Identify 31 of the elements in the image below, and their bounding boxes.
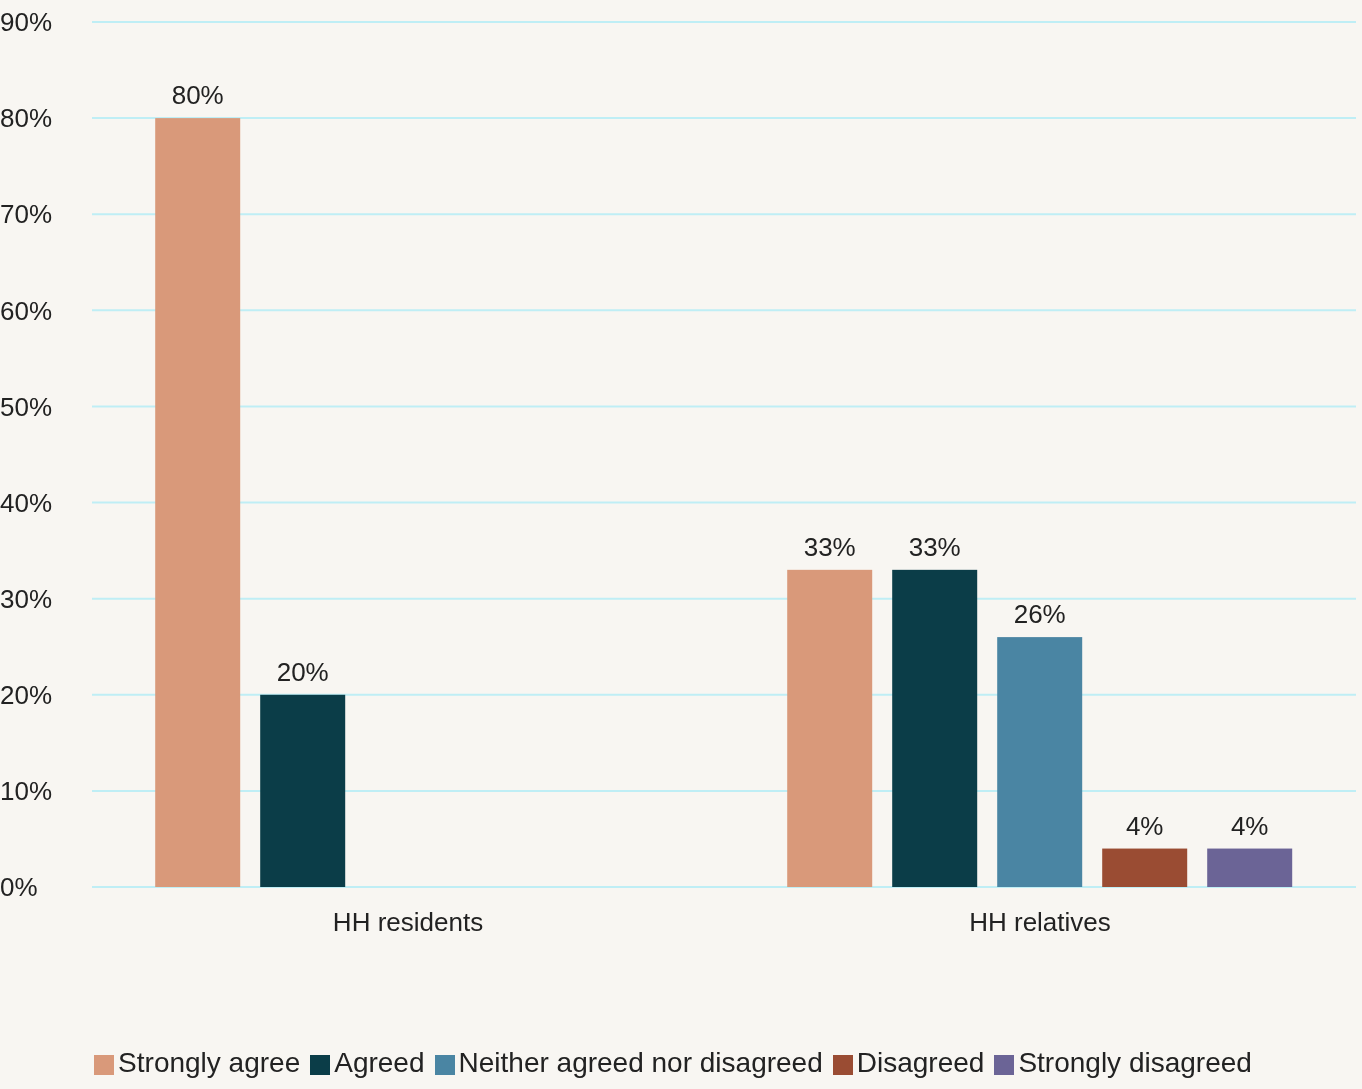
bar	[787, 569, 873, 887]
bar	[892, 569, 978, 887]
data-label: 4%	[1125, 810, 1164, 841]
bar	[260, 694, 346, 887]
data-label: 33%	[908, 531, 961, 562]
y-tick-label: 20%	[0, 680, 53, 711]
y-tick-label: 60%	[0, 295, 53, 326]
data-label: 80%	[171, 80, 224, 111]
y-tick-label: 30%	[0, 583, 53, 614]
y-tick-label: 10%	[0, 776, 53, 807]
x-tick-label: HH residents	[332, 907, 484, 938]
y-tick-label: 70%	[0, 199, 53, 230]
legend-label: Strongly disagreed	[1018, 1047, 1252, 1078]
bar	[155, 118, 241, 887]
bar	[1102, 848, 1188, 887]
y-tick-label: 50%	[0, 391, 53, 422]
y-tick-label: 90%	[0, 7, 53, 38]
y-tick-label: 80%	[0, 103, 53, 134]
y-tick-label: 0%	[0, 872, 38, 903]
bar	[1207, 848, 1293, 887]
x-tick-label: HH relatives	[969, 907, 1111, 938]
bar	[997, 637, 1083, 887]
data-label: 33%	[803, 531, 856, 562]
data-label: 20%	[276, 656, 329, 687]
legend-label: Neither agreed nor disagreed	[458, 1047, 823, 1078]
legend-label: Disagreed	[856, 1047, 985, 1078]
y-tick-label: 40%	[0, 487, 53, 518]
legend-label: Strongly agree	[118, 1047, 301, 1078]
data-label: 26%	[1013, 599, 1066, 630]
data-label: 4%	[1230, 810, 1269, 841]
legend-label: Agreed	[334, 1047, 425, 1078]
